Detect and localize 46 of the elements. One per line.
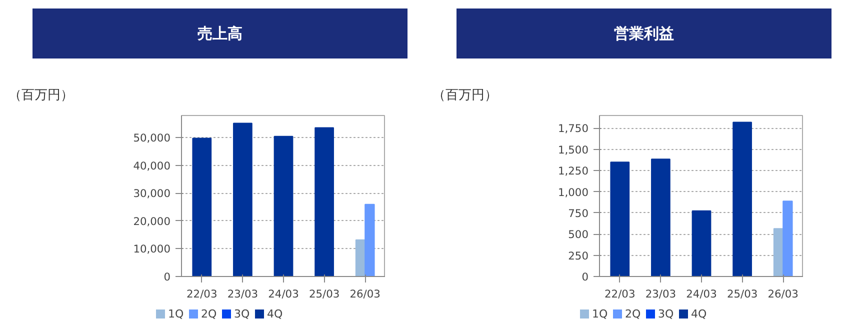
bar — [364, 204, 375, 276]
chart-title: 売上高 — [198, 24, 242, 42]
y-tick-label: 30,000 — [133, 187, 171, 200]
y-tick-label: 20,000 — [133, 214, 171, 228]
legend-label: 4Q — [267, 308, 283, 320]
legend-label: 1Q — [168, 308, 184, 320]
legend-label: 3Q — [234, 308, 250, 320]
y-axis-title: （百万円） — [432, 88, 498, 103]
y-tick-label: 0 — [582, 270, 589, 284]
bar — [610, 162, 630, 276]
y-tick-label: 50,000 — [133, 132, 171, 145]
y-tick-label: 1,250 — [558, 164, 589, 178]
bar — [732, 122, 752, 276]
bar — [274, 136, 294, 276]
legend-label: 1Q — [592, 308, 608, 320]
x-tick-label: 24/03 — [268, 288, 299, 300]
x-tick-label: 22/03 — [604, 288, 636, 300]
y-axis-title: （百万円） — [8, 88, 74, 103]
x-tick-label: 26/03 — [350, 288, 380, 300]
legend-label: 4Q — [691, 308, 707, 320]
x-tick-label: 23/03 — [227, 288, 258, 300]
legend-label: 3Q — [658, 308, 674, 320]
bar — [192, 138, 212, 276]
y-tick-label: 750 — [568, 206, 589, 220]
bar — [651, 158, 670, 276]
x-tick-label: 25/03 — [726, 288, 758, 300]
chart-title: 営業利益 — [614, 24, 674, 42]
bar — [233, 122, 252, 276]
x-tick-label: 23/03 — [645, 288, 676, 300]
legend-label: 2Q — [201, 308, 217, 320]
x-tick-label: 25/03 — [308, 288, 340, 300]
x-tick-label: 22/03 — [186, 288, 218, 300]
y-tick-label: 1,750 — [558, 122, 589, 136]
bar — [782, 200, 793, 276]
y-tick-label: 500 — [568, 228, 589, 242]
y-tick-label: 250 — [568, 249, 589, 262]
y-tick-label: 1,000 — [558, 186, 589, 199]
x-tick-label: 24/03 — [686, 288, 717, 300]
y-tick-label: 40,000 — [133, 159, 171, 172]
legend-label: 2Q — [625, 308, 641, 320]
y-tick-label: 10,000 — [133, 242, 171, 256]
x-tick-label: 26/03 — [768, 288, 798, 300]
y-tick-label: 1,500 — [558, 143, 589, 156]
bar — [314, 127, 334, 276]
bar — [692, 210, 712, 276]
y-tick-label: 0 — [164, 270, 171, 284]
